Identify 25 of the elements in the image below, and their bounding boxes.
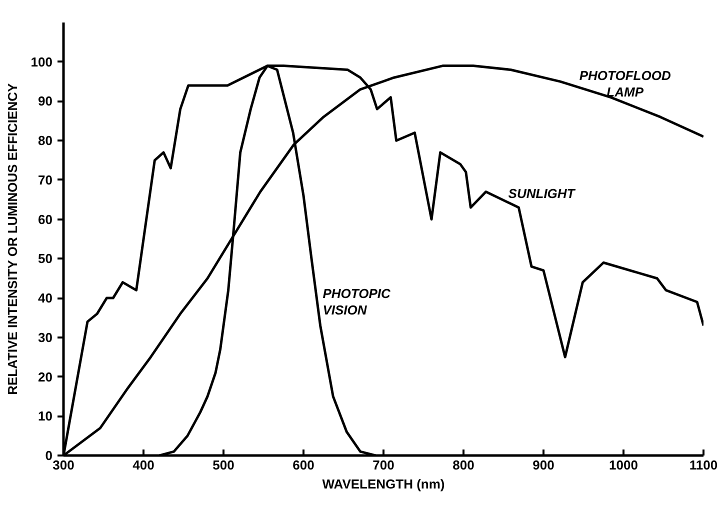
x-axis-title: WAVELENGTH (nm) — [322, 476, 445, 492]
y-tick-label: 70 — [38, 172, 53, 188]
y-tick-label: 100 — [30, 54, 53, 70]
x-tick-label: 1000 — [609, 458, 638, 472]
series-label: PHOTOPIC VISION — [322, 286, 391, 318]
x-tick-label: 1100 — [689, 458, 718, 472]
y-tick-label: 0 — [45, 448, 53, 463]
series-label: SUNLIGHT — [508, 186, 576, 202]
y-tick-label: 80 — [38, 133, 53, 148]
y-tick-label: 20 — [38, 369, 53, 384]
y-tick-label: 50 — [38, 251, 53, 266]
y-tick-label: 60 — [38, 212, 53, 227]
x-tick-label: 300 — [52, 458, 74, 472]
x-tick-label: 500 — [212, 458, 234, 472]
x-tick-label: 800 — [452, 458, 474, 472]
x-tick-label: 900 — [532, 458, 554, 472]
x-tick-label: 400 — [132, 458, 154, 472]
y-tick-label: 90 — [38, 94, 53, 109]
y-tick-label: 10 — [38, 408, 53, 424]
series-label: PHOTOFLOOD LAMP — [579, 68, 672, 100]
y-axis-title: RELATIVE INTENSITY OR LUMINOUS EFFICIENCY — [4, 83, 20, 395]
y-tick-label: 30 — [38, 330, 53, 345]
y-tick-label: 40 — [38, 290, 53, 306]
x-tick-label: 600 — [292, 458, 314, 472]
x-tick-label: 700 — [372, 458, 394, 472]
